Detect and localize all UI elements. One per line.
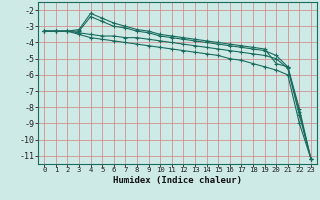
X-axis label: Humidex (Indice chaleur): Humidex (Indice chaleur) (113, 176, 242, 185)
